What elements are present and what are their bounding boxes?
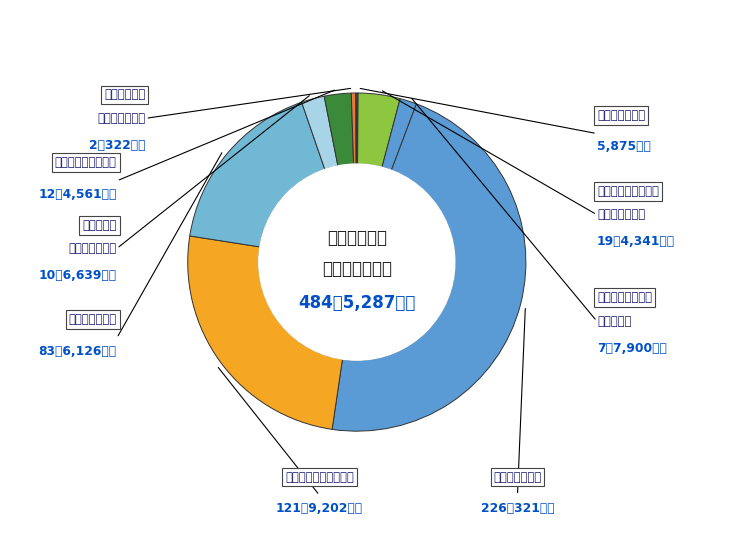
Text: 226億321万円: 226億321万円 (480, 502, 554, 515)
Wedge shape (358, 93, 401, 167)
Text: 介護サービス費: 介護サービス費 (98, 112, 146, 125)
Wedge shape (357, 93, 358, 164)
Text: 介護給付費・: 介護給付費・ (327, 229, 386, 247)
Text: 居宅サービス費: 居宅サービス費 (494, 470, 542, 484)
Text: 2億322万円: 2億322万円 (89, 138, 146, 152)
Wedge shape (355, 93, 357, 164)
Text: 484億5,287万円: 484億5,287万円 (298, 294, 415, 312)
Text: 支援総合事業費: 支援総合事業費 (597, 208, 645, 221)
Text: 地域密着型サービス費: 地域密着型サービス費 (285, 470, 354, 484)
Text: 特定入所者: 特定入所者 (82, 219, 117, 232)
Text: 121億9,202万円: 121億9,202万円 (276, 502, 363, 515)
Text: 19億4,341万円: 19億4,341万円 (597, 235, 675, 248)
Text: 高額医療合算: 高額医療合算 (104, 89, 146, 102)
Text: 地域支援事業費: 地域支援事業費 (321, 260, 392, 278)
Wedge shape (190, 102, 325, 247)
Text: 高額介護サービス費: 高額介護サービス費 (55, 156, 117, 169)
Wedge shape (188, 236, 342, 429)
Text: 任意事業費: 任意事業費 (597, 315, 631, 328)
Wedge shape (302, 96, 338, 170)
Wedge shape (382, 99, 417, 170)
Text: 包括的支援事業・: 包括的支援事業・ (597, 291, 652, 304)
Text: 審査支払手数料: 審査支払手数料 (597, 109, 645, 122)
Wedge shape (332, 104, 526, 431)
Text: 7億7,900万円: 7億7,900万円 (597, 341, 667, 354)
Text: 介護サービス費: 介護サービス費 (69, 242, 117, 255)
Text: 10億6,639万円: 10億6,639万円 (38, 269, 117, 282)
Circle shape (259, 164, 455, 360)
Wedge shape (324, 93, 353, 166)
Text: 介護予防・日常生活: 介護予防・日常生活 (597, 185, 658, 198)
Text: 12億4,561万円: 12億4,561万円 (38, 187, 117, 201)
Text: 83億6,126万円: 83億6,126万円 (38, 345, 117, 358)
Text: 施設サービス費: 施設サービス費 (69, 314, 117, 326)
Text: 5,875万円: 5,875万円 (597, 141, 651, 153)
Wedge shape (351, 93, 356, 164)
